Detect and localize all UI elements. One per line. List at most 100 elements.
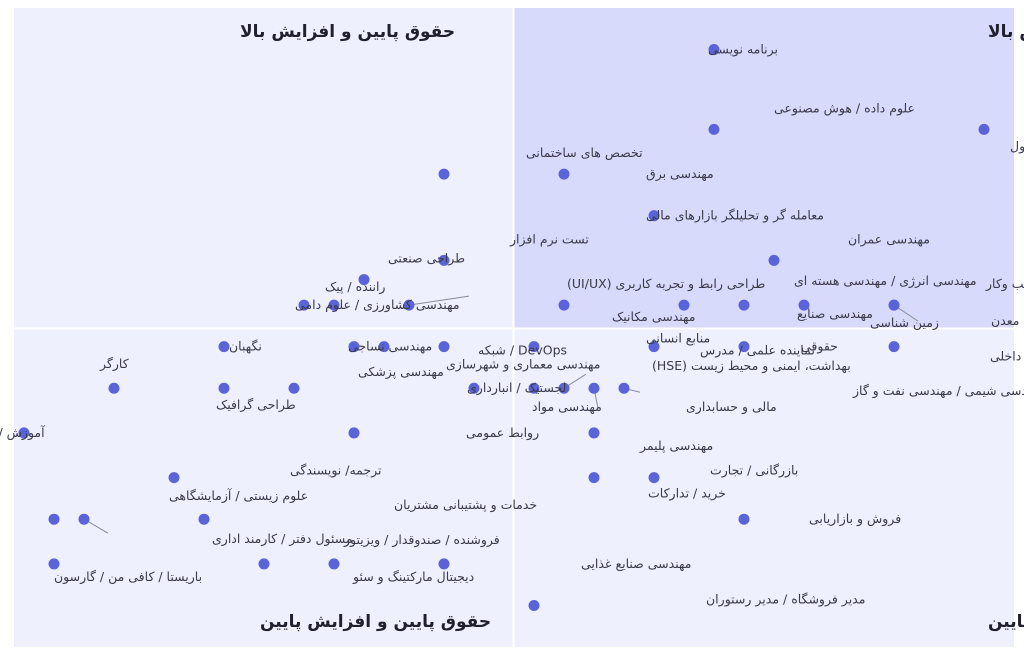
data-point [648, 210, 660, 222]
data-point [738, 299, 750, 311]
data-point [558, 168, 570, 180]
data-point [528, 382, 540, 394]
data-point-label: حقوقی [801, 339, 838, 355]
data-point [218, 341, 230, 353]
data-point-label: معامله گر و تحلیلگر بازارهای مالی [646, 208, 824, 224]
data-point-label: علوم زیستی / آزمایشگاهی [169, 488, 308, 504]
quadrant-label-top-left: حقوق پایین و افزایش بالا [240, 22, 455, 42]
data-point-label: باریستا / کافی من / گارسون [54, 569, 202, 585]
data-point [588, 382, 600, 394]
data-point-label: مهندسی نساجی [348, 339, 432, 355]
data-point [558, 382, 570, 394]
data-point-label: مهندسی پلیمر [639, 438, 713, 454]
data-point-label: طراحی رابط و تجربه کاربری (UI/UX) [567, 276, 765, 292]
data-point [48, 513, 60, 525]
data-point [328, 299, 340, 311]
data-point-label: تست نرم افزار [509, 231, 589, 247]
data-point [708, 123, 720, 135]
data-point-label: مدیر محصول / مالک محصول [1010, 138, 1024, 154]
data-point-label: مهندسی شیمی / مهندسی نفت و گاز [852, 383, 1024, 399]
data-point-label: مدیر اجرایی / مدیر داخلی [990, 349, 1024, 365]
data-point-label: مهندسی معماری و شهرسازی [446, 357, 600, 373]
data-point [528, 341, 540, 353]
data-point-label: مهندسی معدن [991, 313, 1024, 329]
data-point-label: ترجمه/ نویسندگی [290, 463, 382, 479]
data-point-label: زمین شناسی [870, 315, 939, 331]
data-point [558, 299, 570, 311]
data-point-label: DevOps / شبکه [478, 343, 567, 358]
data-point [888, 299, 900, 311]
data-point-label: فروشنده / صندوقدار / ویزیتور [343, 532, 500, 548]
data-labels: برنامه نویسی علوم داده / هوش مصنوعی مدیر م… [0, 42, 1024, 608]
data-point-label: مهندسی کشاورزی / علوم دامی [295, 297, 460, 313]
data-point [978, 123, 990, 135]
quadrant-label-bottom-left: حقوق پایین و افزایش پایین [260, 612, 491, 632]
data-point [348, 427, 360, 439]
data-point [708, 44, 720, 56]
data-point [888, 341, 900, 353]
data-point [738, 341, 750, 353]
data-point-label: مهندسی عمران [848, 231, 930, 247]
data-point-label: خدمات و پشتیبانی مشتریان [394, 497, 537, 513]
data-point-label: طراحی صنعتی [388, 251, 465, 267]
data-point [78, 513, 90, 525]
data-point [618, 382, 630, 394]
data-point [403, 299, 415, 311]
data-point [358, 274, 370, 286]
data-point-label: مهندسی صنایع [797, 306, 873, 322]
data-point-label: بازرگانی / تجارت [710, 463, 798, 479]
data-point-label: مهندسی مکانیک [612, 309, 696, 325]
data-point [348, 341, 360, 353]
data-point [378, 341, 390, 353]
data-point-label: مسئول دفتر / کارمند اداری [212, 531, 353, 547]
data-point [328, 558, 340, 570]
data-point [298, 299, 310, 311]
data-point-label: دیجیتال مارکتینگ و سئو [352, 569, 474, 585]
data-point [48, 558, 60, 570]
data-point-label: تخصص های ساختمانی [526, 145, 643, 161]
data-point [738, 513, 750, 525]
data-point-label: مهندسی برق [646, 166, 714, 182]
data-point [218, 382, 230, 394]
data-point [18, 427, 30, 439]
data-point [678, 299, 690, 311]
data-point-label: مهندسی صنایع غذایی [581, 556, 691, 572]
data-points [18, 44, 990, 611]
quadrant-label-bottom-right: حقوق بالا و افزایش پایین [988, 612, 1024, 632]
data-point-label: آموزش / تدریس [0, 425, 45, 441]
data-point [288, 382, 300, 394]
data-point [588, 427, 600, 439]
data-point-label: بهداشت، ایمنی و محیط زیست (HSE) [652, 358, 851, 374]
data-point [438, 558, 450, 570]
data-point [168, 472, 180, 484]
data-point-label: نماینده علمی / مدرس [700, 343, 815, 359]
data-point [438, 168, 450, 180]
data-point [258, 558, 270, 570]
data-point-label: لجستیک / انبارداری [467, 380, 566, 396]
quadrant-label-top-right: حقوق بالا و افزایش بالا [988, 22, 1024, 42]
quadrant-top-left-bg [14, 8, 513, 328]
leader-line [408, 295, 470, 306]
data-point [528, 599, 540, 611]
data-point-label: کارگر [99, 356, 129, 372]
data-point [648, 472, 660, 484]
data-point-label: مهندسی پزشکی [358, 364, 444, 380]
data-point-label: تحلیل و توسعه کسب وکار [985, 276, 1024, 292]
data-point [438, 341, 450, 353]
data-point-label: برنامه نویسی [708, 42, 778, 58]
quadrant-top-right-bg [514, 8, 1014, 328]
data-point [648, 341, 660, 353]
data-point [108, 382, 120, 394]
data-point [798, 299, 810, 311]
data-point-label: مالی و حسابداری [686, 399, 777, 415]
data-point-label: خرید / تدارکات [648, 486, 726, 502]
data-point-label: روابط عمومی [466, 425, 539, 441]
data-point-label: مهندسی مواد [532, 399, 602, 415]
data-point-label: طراحی گرافیک [216, 397, 296, 413]
data-point [768, 254, 780, 266]
data-point [588, 472, 600, 484]
data-point-label: فروش و بازاریابی [809, 511, 901, 527]
data-point [438, 254, 450, 266]
quadrant-bottom-left-bg [14, 329, 513, 647]
